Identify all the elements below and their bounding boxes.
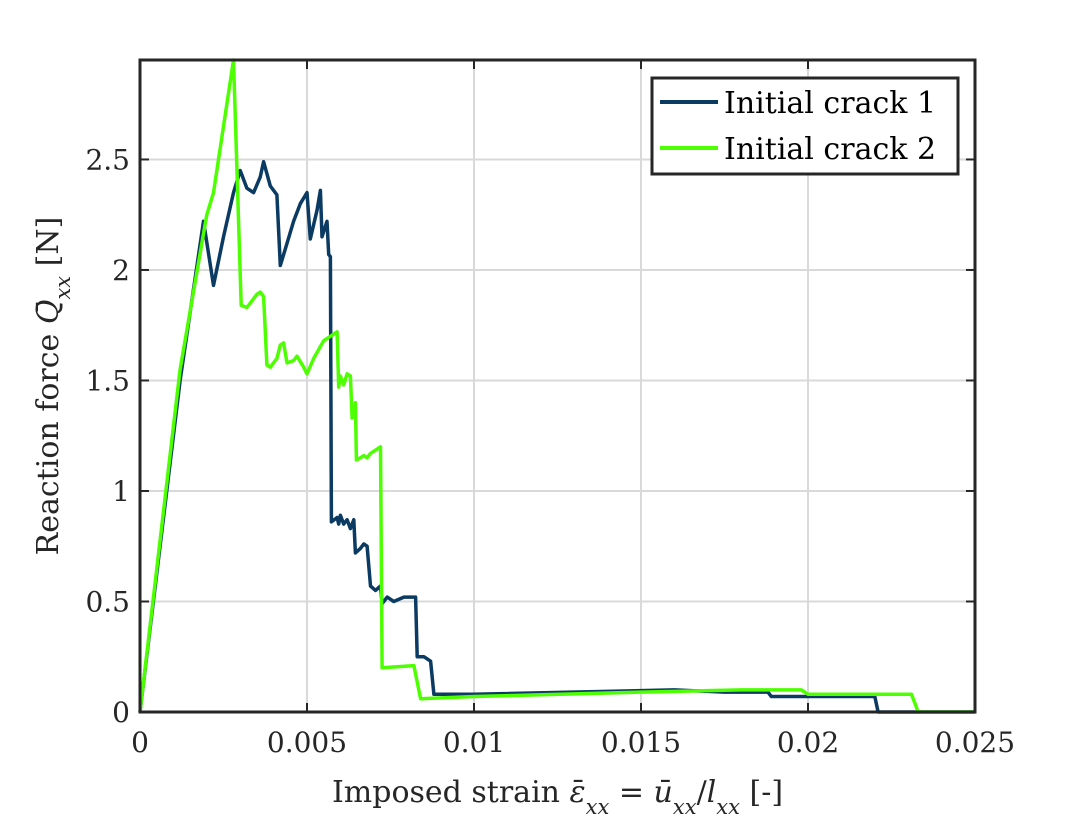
x-tick-label: 0 (131, 726, 149, 759)
y-tick-label: 0 (112, 696, 130, 729)
x-label-sub-3: xx (716, 795, 740, 816)
x-tick-label: 0.01 (443, 726, 505, 759)
series-line-2 (138, 58, 975, 714)
y-tick-label: 1.5 (85, 364, 130, 397)
y-label-prefix: Reaction force (31, 324, 66, 555)
ticks (139, 60, 976, 713)
series-line-1 (138, 159, 975, 714)
x-label-prefix: Imposed strain (332, 775, 570, 810)
legend: Initial crack 1 Initial crack 2 (650, 76, 960, 176)
x-tick-label: 0.015 (601, 726, 681, 759)
legend-label-initial-crack-1: Initial crack 1 (724, 86, 936, 121)
axes-box (138, 58, 977, 714)
x-label-sub-2: xx (673, 795, 697, 816)
y-axis-label: Reaction force Q̄xx [N] (31, 217, 75, 556)
x-label-eps: ε (570, 775, 586, 810)
x-label-sub-1: xx (586, 795, 610, 816)
x-label-slash: / (697, 775, 708, 810)
y-tick-label: 1 (112, 475, 130, 508)
y-label-sub: xx (51, 276, 75, 300)
x-label-l: l (707, 775, 717, 810)
x-label-u: u (654, 775, 673, 810)
series-layer (138, 58, 975, 714)
y-tick-label: 2.5 (85, 143, 130, 176)
tick-labels: 0 0.005 0.01 0.015 0.02 0.025 0 0.5 1 1.5 2 2.5 (85, 143, 1015, 759)
legend-label-initial-crack-2: Initial crack 2 (724, 132, 936, 167)
x-label-suffix: [-] (740, 775, 783, 810)
y-label-Q: Q (31, 300, 66, 325)
x-tick-label: 0.025 (935, 726, 1015, 759)
x-axis-label: Imposed strain ε̄xx = ūxx/lxx [-] (332, 775, 783, 816)
legend-box (650, 76, 960, 176)
y-tick-label: 2 (112, 254, 130, 287)
x-tick-label: 0.02 (777, 726, 839, 759)
y-label-suffix: [N] (31, 217, 66, 276)
y-tick-label: 0.5 (85, 585, 130, 618)
x-tick-label: 0.005 (267, 726, 347, 759)
x-label-eq: = (609, 775, 653, 810)
